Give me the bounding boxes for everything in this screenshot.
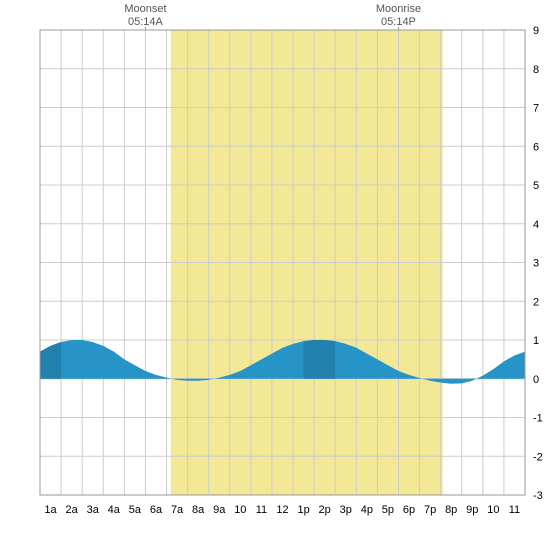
y-tick-label: 7 [533,103,539,115]
x-tick-label: 4a [108,504,121,516]
y-tick-label: -2 [533,451,543,463]
y-tick-label: 2 [533,296,539,308]
x-tick-label: 2p [319,504,331,516]
x-tick-label: 1p [297,504,309,516]
x-tick-label: 12 [276,504,288,516]
event-title: Moonset [124,3,166,15]
x-tick-label: 10 [234,504,246,516]
x-tick-label: 5a [129,504,142,516]
x-tick-label: 8a [192,504,205,516]
y-tick-label: -1 [533,413,543,425]
x-tick-label: 8p [445,504,457,516]
y-tick-label: 6 [533,141,539,153]
y-tick-label: 5 [533,180,539,192]
x-tick-label: 7a [171,504,184,516]
x-tick-label: 9a [213,504,226,516]
event-time: 05:14P [381,16,416,28]
event-time: 05:14A [128,16,164,28]
chart-svg: -3-2-101234567891a2a3a4a5a6a7a8a9a101112… [0,0,550,550]
x-tick-label: 3p [340,504,352,516]
x-tick-label: 11 [509,504,520,516]
y-tick-label: 9 [533,25,539,37]
x-tick-label: 3a [87,504,100,516]
y-tick-label: 0 [533,374,539,386]
y-tick-label: 1 [533,335,539,347]
x-tick-label: 5p [382,504,394,516]
x-tick-label: 6a [150,504,163,516]
y-tick-label: 3 [533,258,539,270]
y-tick-label: -3 [533,490,543,502]
x-tick-label: 2a [66,504,79,516]
x-tick-label: 7p [424,504,436,516]
x-tick-label: 6p [403,504,415,516]
x-tick-label: 10 [487,504,499,516]
tide-chart: -3-2-101234567891a2a3a4a5a6a7a8a9a101112… [0,0,550,550]
event-title: Moonrise [376,3,421,15]
x-tick-label: 9p [466,504,478,516]
y-tick-label: 4 [533,219,539,231]
x-tick-label: 11 [256,504,267,516]
x-tick-label: 1a [44,504,57,516]
x-tick-label: 4p [361,504,373,516]
y-tick-label: 8 [533,64,539,76]
